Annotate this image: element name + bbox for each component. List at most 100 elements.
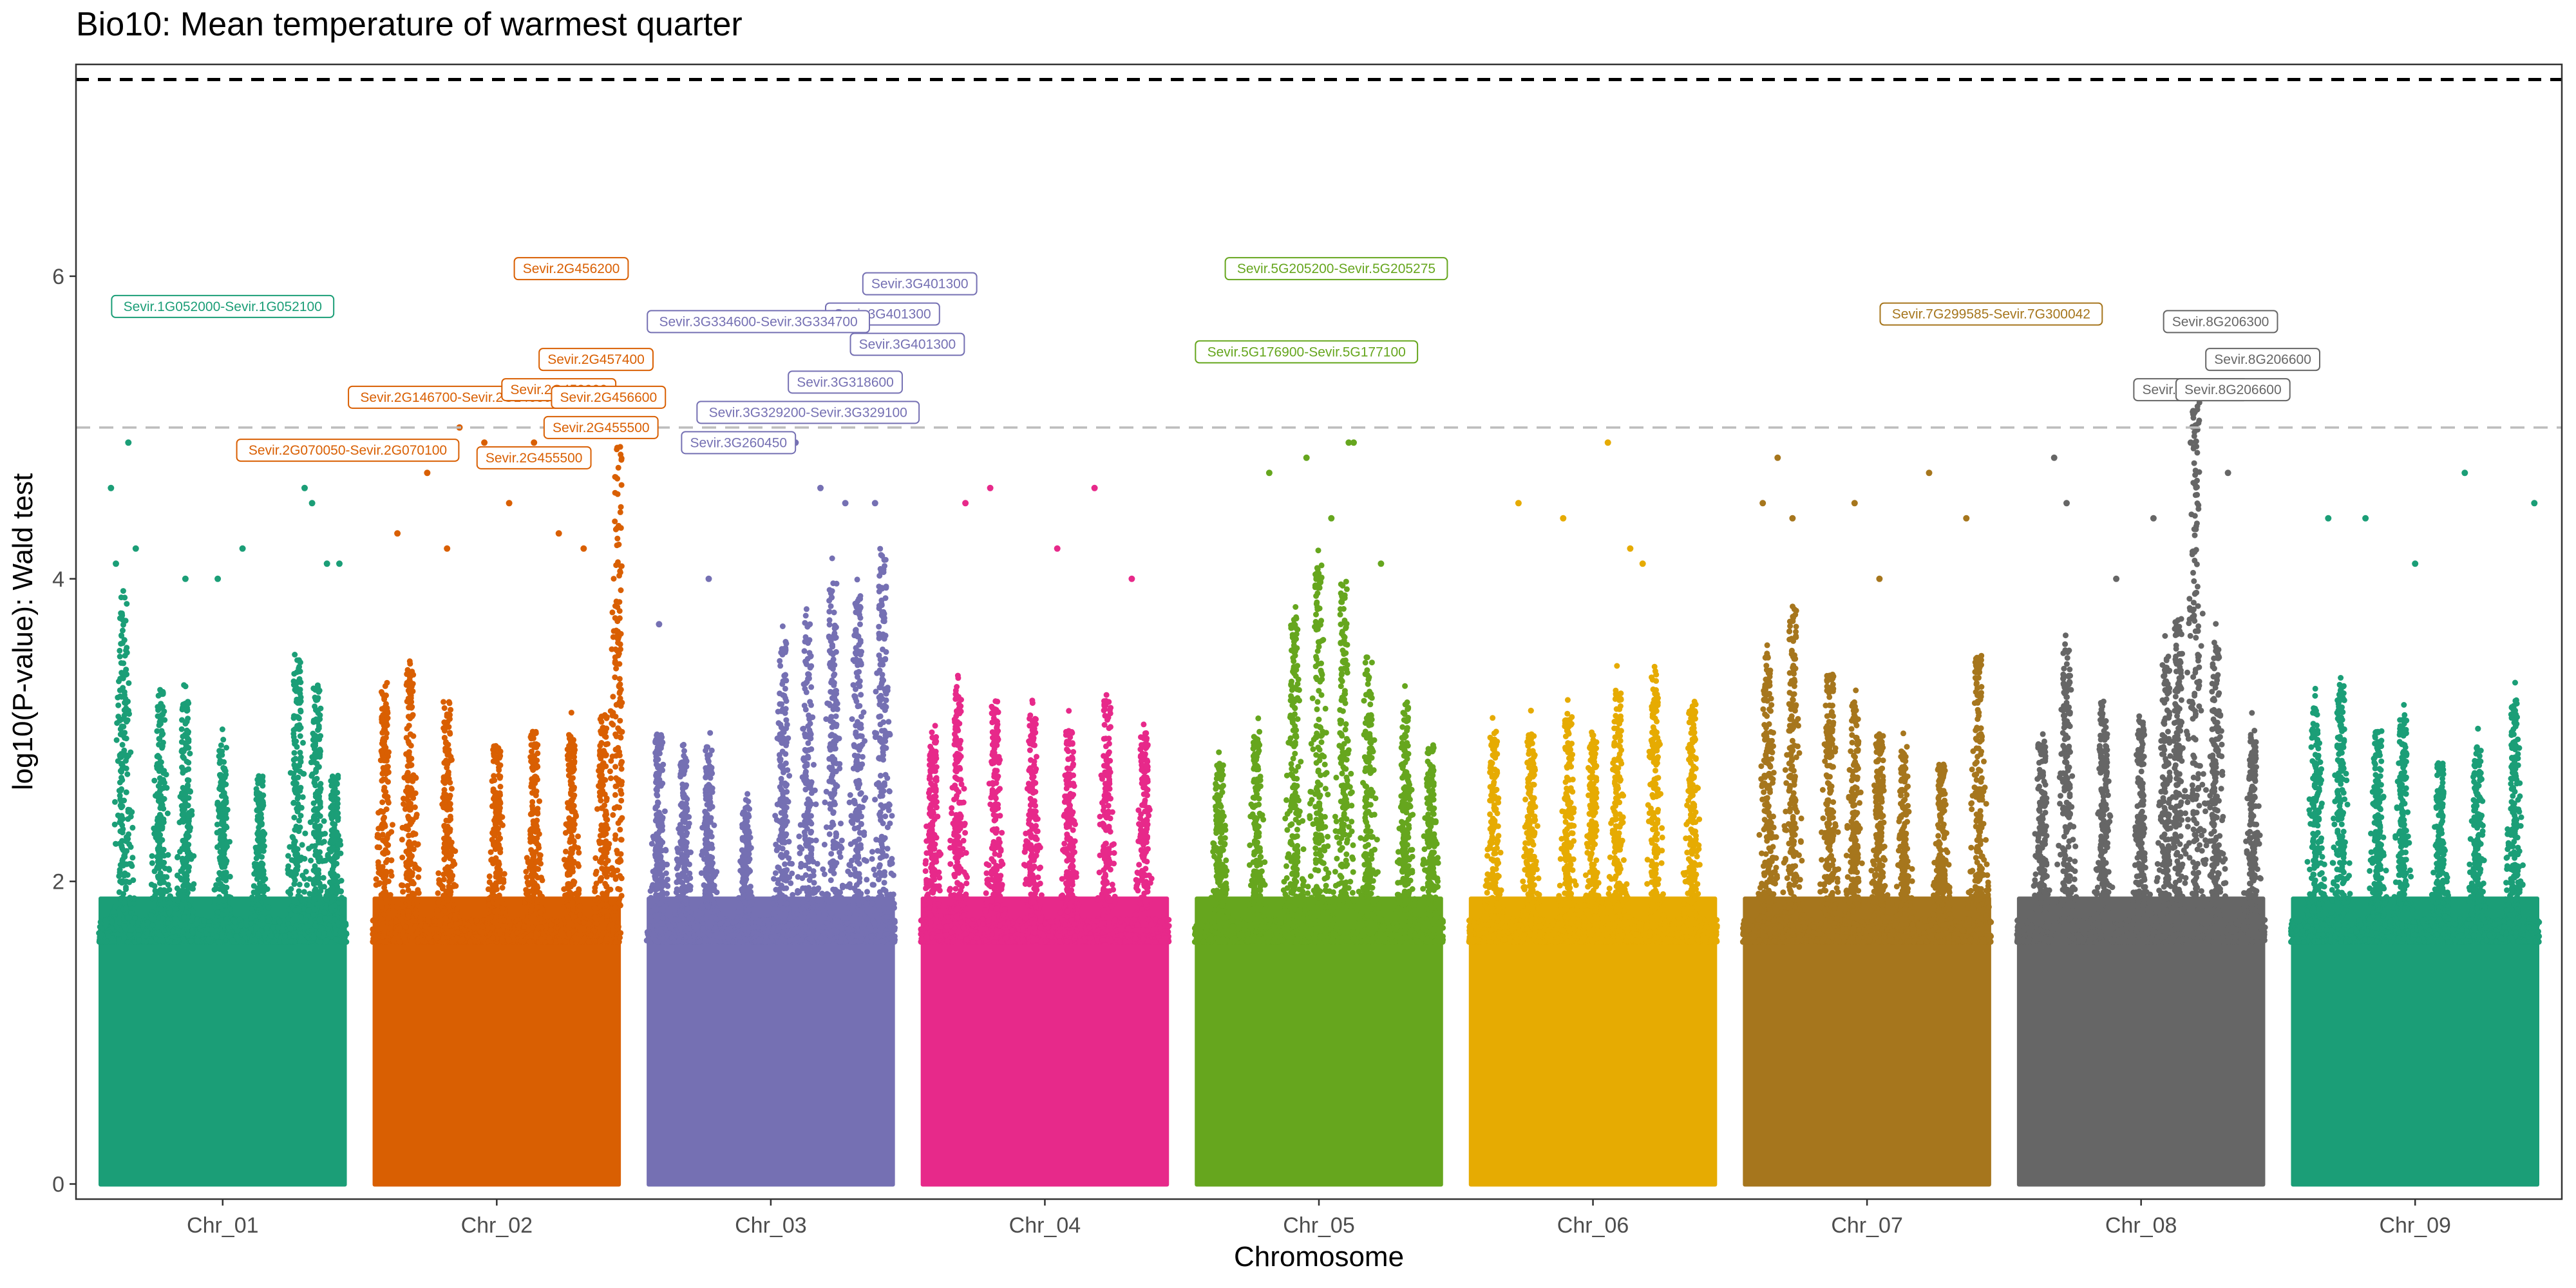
data-point [185, 818, 192, 824]
data-point [534, 883, 540, 889]
data-point [533, 839, 540, 846]
data-point [219, 864, 225, 870]
data-point [220, 875, 227, 882]
data-point [121, 797, 128, 804]
data-point [614, 535, 621, 542]
data-point [441, 840, 448, 847]
data-point [260, 916, 266, 922]
outlier-point [308, 500, 316, 507]
data-point [184, 846, 191, 852]
data-point [216, 870, 223, 876]
data-point [565, 756, 571, 762]
data-point [117, 654, 123, 659]
data-point [117, 752, 123, 759]
data-point [221, 850, 227, 856]
data-point [188, 938, 194, 944]
data-point [166, 909, 173, 916]
data-point [618, 766, 625, 772]
data-point [536, 924, 543, 931]
data-point [296, 817, 302, 824]
data-point [614, 542, 620, 549]
data-point [185, 759, 192, 766]
data-point [441, 735, 448, 741]
data-point [265, 904, 272, 911]
data-point [165, 852, 171, 858]
data-point [414, 842, 421, 848]
data-point [256, 808, 263, 814]
data-point [440, 900, 447, 906]
data-point [381, 820, 387, 827]
data-point [408, 762, 413, 769]
data-point [379, 799, 386, 806]
data-point [167, 900, 173, 906]
data-point [219, 726, 225, 732]
data-point [598, 719, 605, 725]
outlier-point [394, 530, 401, 537]
data-point [390, 904, 396, 909]
data-point [223, 798, 229, 804]
data-point [607, 768, 613, 775]
data-point [156, 931, 163, 938]
data-point [285, 853, 291, 859]
data-point [332, 931, 339, 937]
data-point [405, 826, 412, 833]
data-point [471, 925, 477, 931]
data-point [383, 859, 389, 866]
outlier-point [555, 530, 562, 537]
data-point [383, 847, 389, 853]
data-point [310, 934, 317, 940]
data-point [547, 927, 554, 933]
data-point [118, 775, 124, 781]
data-point [567, 867, 573, 874]
data-point [291, 750, 298, 756]
data-point [434, 907, 440, 913]
data-point [379, 730, 386, 736]
data-point [445, 741, 451, 748]
data-point [531, 774, 538, 781]
data-point [124, 601, 130, 607]
data-point [564, 800, 571, 806]
data-point [613, 775, 620, 781]
data-point [616, 522, 621, 529]
data-point [446, 836, 452, 842]
data-point [533, 911, 539, 917]
data-point [618, 587, 624, 593]
outlier-point [481, 439, 488, 446]
data-point [288, 911, 294, 918]
data-point [313, 824, 319, 830]
data-point [384, 715, 391, 721]
data-point [381, 939, 387, 945]
data-point [598, 855, 605, 862]
data-point [129, 824, 136, 831]
data-point [386, 925, 393, 932]
data-point [612, 658, 618, 665]
data-point [385, 779, 391, 785]
data-point [618, 759, 625, 765]
data-point [281, 933, 288, 940]
data-point [322, 915, 328, 922]
data-point [796, 833, 802, 840]
data-point [305, 907, 312, 914]
data-point [201, 918, 207, 924]
data-point [448, 786, 455, 792]
data-point [123, 789, 129, 795]
data-point [171, 920, 178, 927]
data-point [120, 723, 127, 730]
outlier-point [444, 545, 451, 552]
data-point [571, 802, 577, 809]
data-point [441, 705, 448, 711]
data-point [315, 855, 321, 862]
data-point [592, 885, 598, 891]
data-point [220, 782, 227, 789]
data-point [383, 897, 390, 904]
data-point [402, 923, 409, 930]
data-point [413, 811, 420, 818]
data-point [490, 857, 497, 864]
data-point [444, 748, 450, 755]
data-point [400, 904, 406, 910]
data-point [494, 810, 500, 815]
data-point [497, 750, 503, 757]
data-point [165, 920, 171, 926]
data-point [291, 881, 298, 887]
